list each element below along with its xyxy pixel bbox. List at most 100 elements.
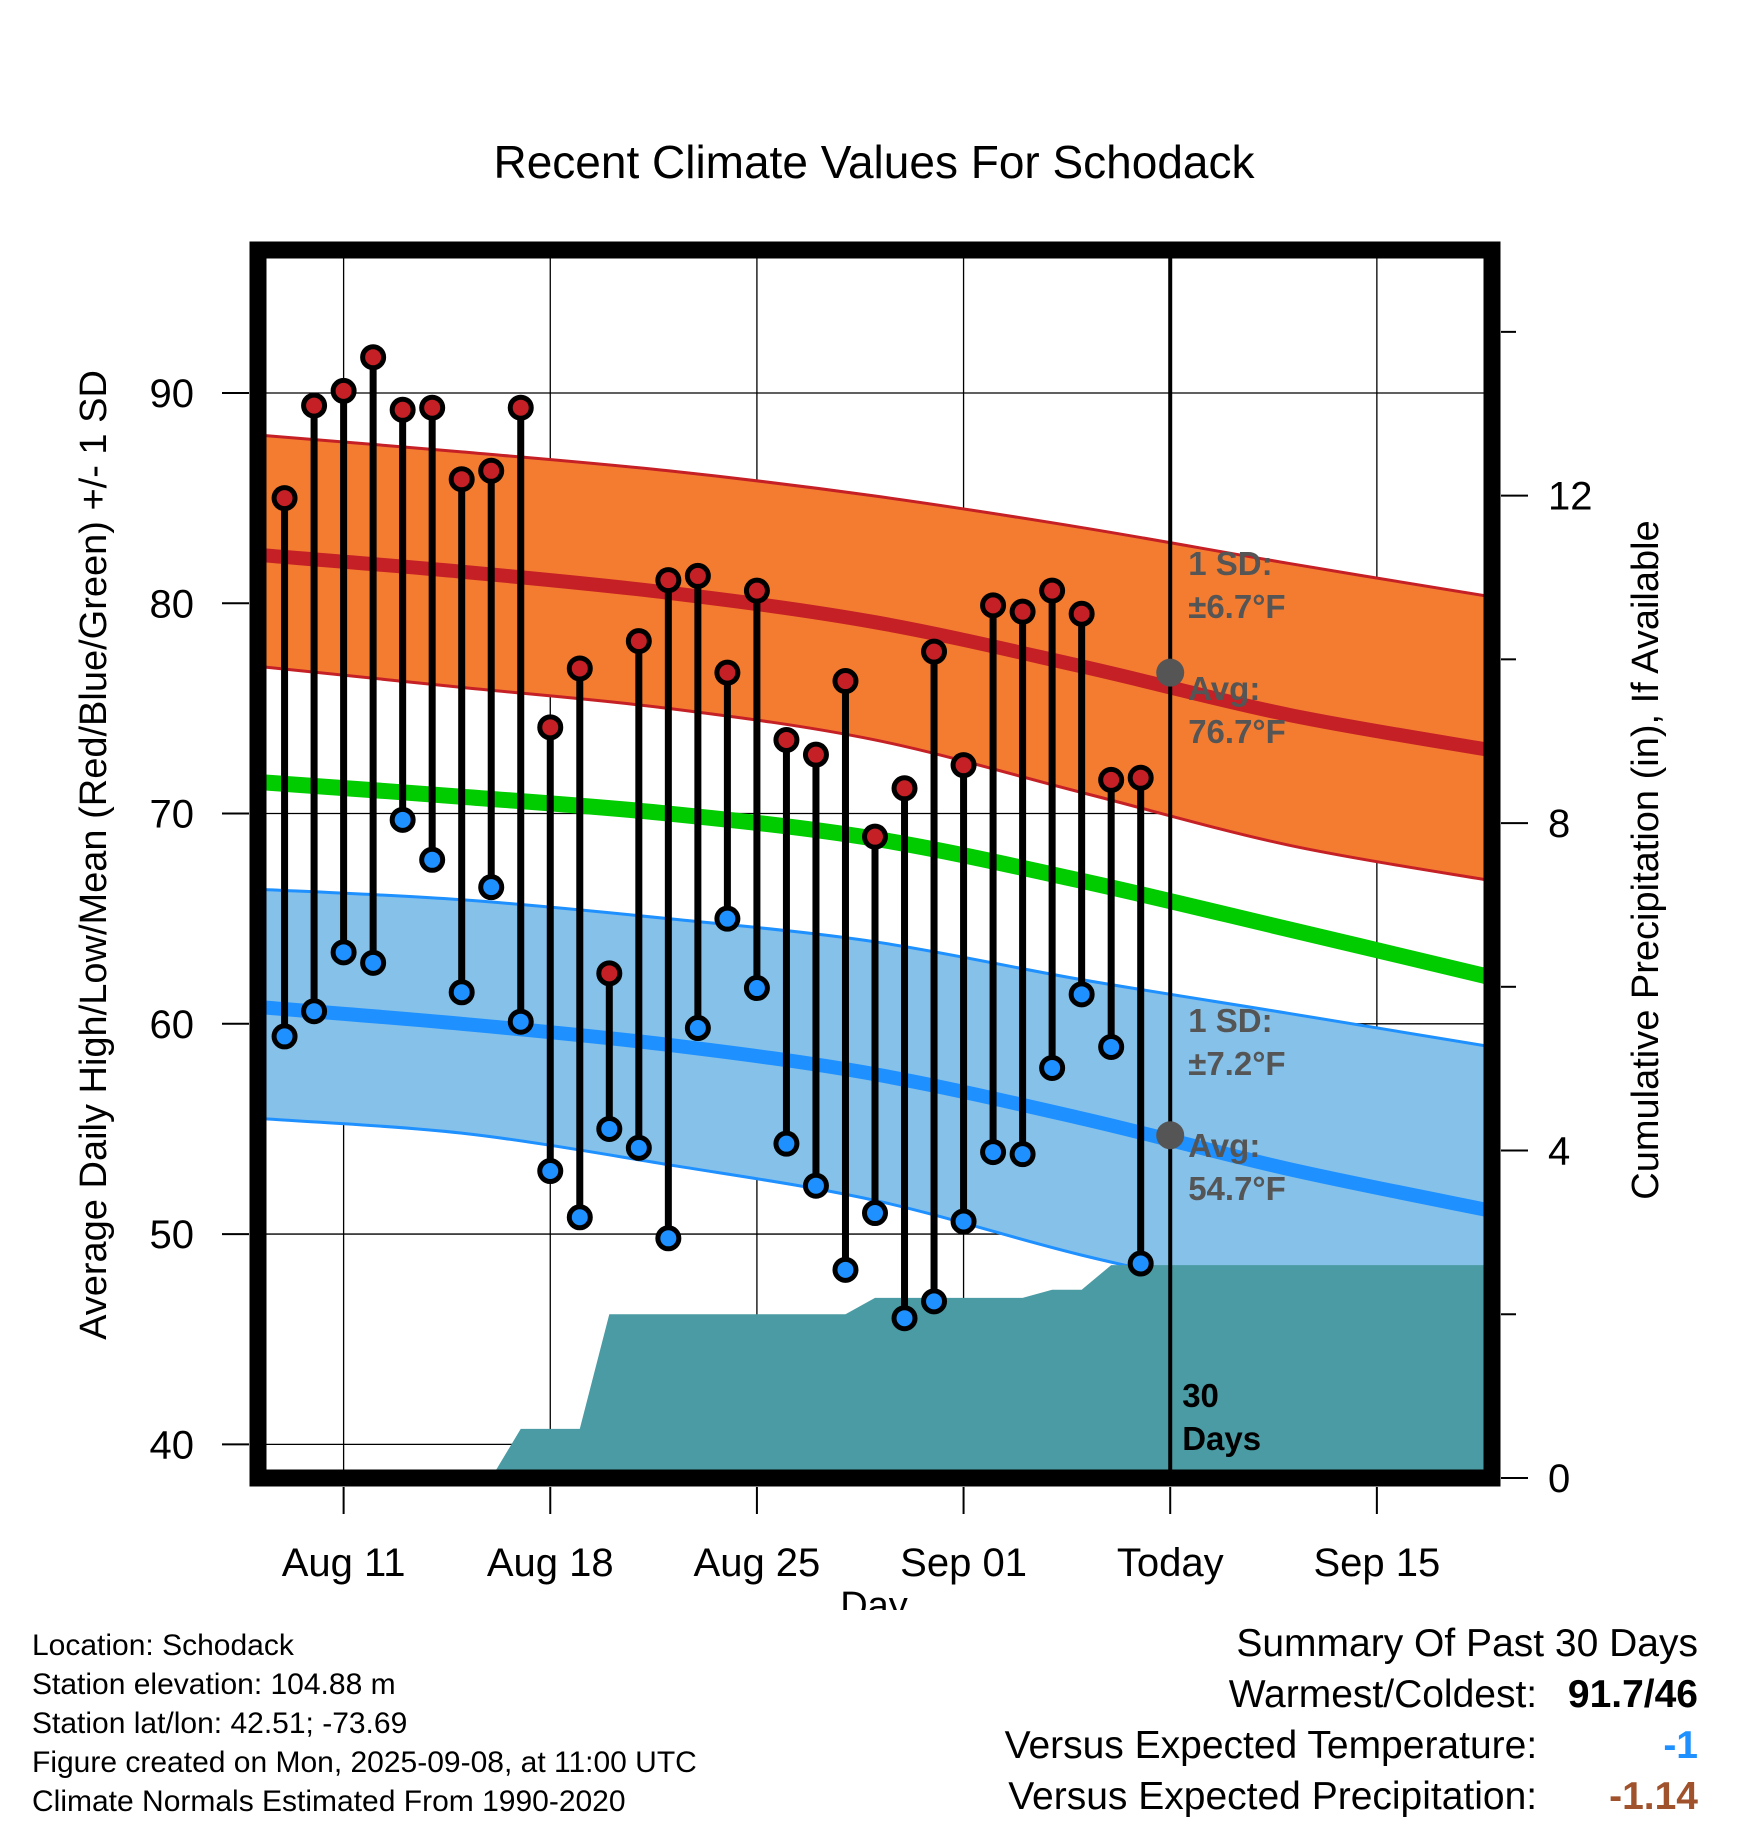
high-point <box>301 392 328 419</box>
high-point <box>1068 600 1095 627</box>
high-point <box>537 714 564 741</box>
low-avg-marker <box>1156 1121 1185 1150</box>
high-point <box>743 577 770 604</box>
low-sd-label: 1 SD: <box>1188 1002 1272 1039</box>
location-text: Location: Schodack <box>32 1629 294 1662</box>
high-point <box>802 741 829 768</box>
low-point <box>537 1158 564 1184</box>
days-count-label: 30 <box>1182 1377 1219 1414</box>
low-point <box>891 1305 918 1332</box>
high-band-upper-edge <box>258 433 1492 599</box>
high-avg-label: Avg: <box>1188 670 1260 707</box>
summary-temp-row: Versus Expected Temperature: -1 <box>1005 1720 1698 1771</box>
high-avg-marker <box>1156 658 1185 687</box>
low-point <box>507 1008 534 1035</box>
days-word-label: Days <box>1182 1420 1261 1457</box>
y-tick-label: 80 <box>150 582 195 626</box>
x-tick-label: Sep 15 <box>1313 1541 1440 1585</box>
high-point <box>448 466 475 493</box>
low-point <box>743 975 770 1002</box>
y-tick-label: 60 <box>150 1003 195 1047</box>
high-point <box>566 655 593 682</box>
high-point <box>596 960 623 987</box>
y2-tick-label: 4 <box>1548 1130 1570 1174</box>
precip-value: -1.14 <box>1609 1775 1698 1818</box>
warm-cold-label: Warmest/Coldest: <box>1228 1673 1538 1716</box>
low-point <box>950 1208 977 1235</box>
y-tick-label: 70 <box>150 793 195 837</box>
low-point <box>684 1015 711 1042</box>
high-avg-value: 76.7°F <box>1188 713 1286 750</box>
high-point <box>419 394 446 421</box>
y2-tick-label: 12 <box>1548 475 1593 519</box>
x-axis-label: Day <box>840 1585 908 1610</box>
created-text: Figure created on Mon, 2025-09-08, at 11… <box>32 1746 697 1779</box>
low-point <box>1127 1250 1154 1277</box>
high-point <box>625 628 652 655</box>
high-point <box>980 592 1007 619</box>
low-point <box>1098 1033 1125 1060</box>
y2-tick-label: 0 <box>1548 1457 1570 1501</box>
low-point <box>1039 1054 1066 1081</box>
y-tick-label: 50 <box>150 1213 195 1257</box>
low-point <box>596 1115 623 1142</box>
low-point <box>419 846 446 873</box>
high-point <box>330 377 357 404</box>
plot-frame <box>249 241 1501 1487</box>
low-point <box>714 905 741 932</box>
x-tick-label: Aug 18 <box>487 1541 614 1585</box>
low-point <box>330 939 357 966</box>
low-point <box>773 1130 800 1157</box>
high-point <box>360 344 387 371</box>
high-point <box>832 668 859 695</box>
low-point <box>625 1134 652 1161</box>
high-sd-value: ±6.7°F <box>1188 588 1285 625</box>
low-point <box>478 874 505 901</box>
low-point <box>566 1204 593 1231</box>
high-point <box>891 775 918 802</box>
plot-content: 1 SD: ±6.7°F Avg: 76.7°F 1 SD: ±7.2°F Avg: 54.7… <box>258 250 1492 1478</box>
low-avg-value: 54.7°F <box>1188 1170 1286 1207</box>
low-avg-label: Avg: <box>1188 1127 1260 1164</box>
station-info: Location: Schodack Station elevation: 10… <box>32 1626 697 1821</box>
low-point <box>802 1172 829 1199</box>
y-tick-label: 40 <box>150 1423 195 1467</box>
low-point <box>301 998 328 1025</box>
high-point <box>862 823 888 850</box>
high-point <box>655 567 682 594</box>
high-point <box>271 485 298 512</box>
summary-warm-cold-row: Warmest/Coldest: 91.7/46 <box>1005 1669 1698 1720</box>
low-point <box>980 1139 1007 1166</box>
low-sd-value: ±7.2°F <box>1188 1045 1285 1082</box>
high-point <box>1098 766 1125 793</box>
high-point <box>714 659 741 686</box>
y2-axis-label: Cumulative Precipitation (in), If Availa… <box>1625 520 1667 1199</box>
high-sd-label: 1 SD: <box>1188 545 1272 582</box>
low-point <box>389 806 416 833</box>
summary-panel: Summary Of Past 30 Days Warmest/Coldest:… <box>1005 1618 1698 1822</box>
x-tick-label: Aug 11 <box>282 1541 406 1585</box>
chart-title: Recent Climate Values For Schodack <box>493 136 1255 188</box>
y-tick-label: 90 <box>150 372 195 416</box>
high-point <box>507 394 534 421</box>
temp-value: -1 <box>1663 1724 1698 1767</box>
high-point <box>478 457 505 484</box>
precip-label: Versus Expected Precipitation: <box>1008 1775 1538 1818</box>
x-tick-label: Sep 01 <box>900 1541 1027 1585</box>
x-tick-label: Aug 25 <box>694 1541 821 1585</box>
low-point <box>655 1225 682 1252</box>
summary-precip-row: Versus Expected Precipitation: -1.14 <box>1005 1771 1698 1822</box>
high-point <box>921 638 948 665</box>
high-point <box>1009 598 1036 625</box>
low-point <box>1009 1141 1036 1168</box>
normals-text: Climate Normals Estimated From 1990-2020 <box>32 1785 626 1818</box>
temp-label: Versus Expected Temperature: <box>1004 1724 1538 1767</box>
low-point <box>271 1023 298 1050</box>
high-point <box>1039 577 1066 604</box>
low-point <box>1068 981 1095 1008</box>
latlon-text: Station lat/lon: 42.51; -73.69 <box>32 1707 408 1740</box>
low-point <box>448 979 475 1006</box>
summary-heading: Summary Of Past 30 Days <box>1236 1622 1698 1665</box>
high-point <box>684 562 711 589</box>
low-point <box>832 1256 859 1283</box>
